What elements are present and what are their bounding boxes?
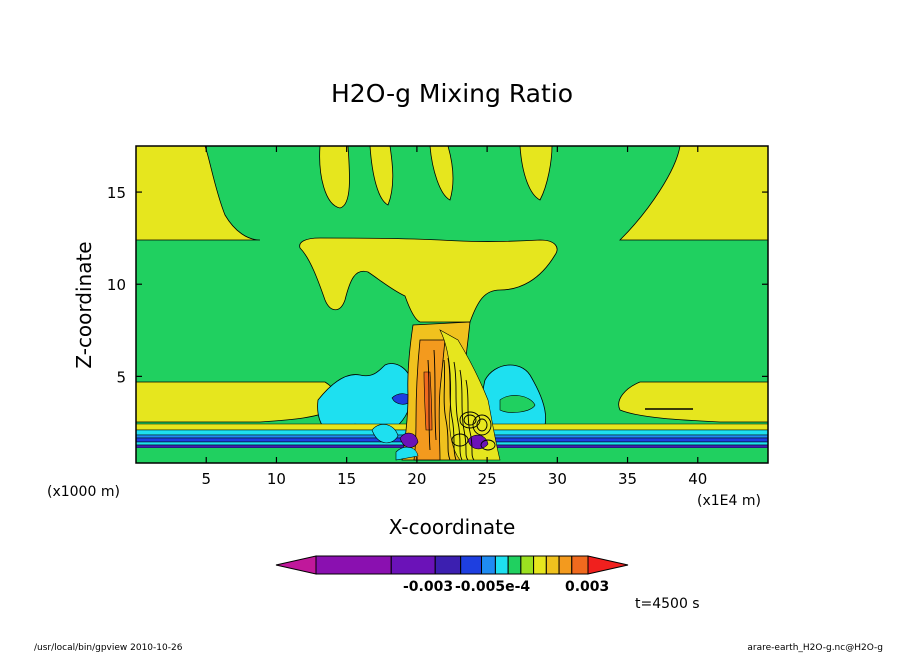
x-unit-note: (x1E4 m) xyxy=(697,493,761,509)
x-tick-label-4: 25 xyxy=(478,470,497,488)
colorbar-label-neg: -0.003 xyxy=(403,579,453,595)
turbulent-cells xyxy=(439,329,501,461)
y-unit-note: (x1000 m) xyxy=(47,484,120,500)
anvil-region xyxy=(299,237,558,323)
colorbar-max-arrow xyxy=(587,555,629,575)
chart-title: H2O-g Mixing Ratio xyxy=(331,79,573,108)
x-tick-label-5: 30 xyxy=(548,470,567,488)
footer-right: arare-earth_H2O-g.nc@H2O-g xyxy=(747,643,883,653)
colorbar-segment-3 xyxy=(460,555,483,575)
colorbar-segment-8 xyxy=(533,555,547,575)
x-tick-label-3: 20 xyxy=(407,470,426,488)
colorbar-segment-1 xyxy=(390,555,436,575)
lower-left-band xyxy=(136,381,338,423)
y-tick-label-2: 15 xyxy=(107,184,126,202)
colorbar-segment-0 xyxy=(315,555,392,575)
y-axis-title: Z-coordinate xyxy=(72,241,96,368)
x-tick-label-2: 15 xyxy=(337,470,356,488)
footer-left: /usr/local/bin/gpview 2010-10-26 xyxy=(34,643,183,653)
colorbar-segment-9 xyxy=(545,555,560,575)
colorbar-segment-4 xyxy=(481,555,496,575)
colorbar-segment-7 xyxy=(520,555,535,575)
colorbar xyxy=(275,555,629,575)
colorbar-label-mid: -0.005e-4 xyxy=(455,579,530,595)
x-tick-label-7: 40 xyxy=(688,470,707,488)
colorbar-min-arrow xyxy=(275,555,317,575)
colorbar-segment-2 xyxy=(434,555,462,575)
colorbar-segment-6 xyxy=(507,555,522,575)
time-label: t=4500 s xyxy=(635,596,700,612)
colorbar-segment-11 xyxy=(571,555,589,575)
colorbar-label-pos: 0.003 xyxy=(565,579,609,595)
x-axis: 5 10 15 20 25 30 35 40 xyxy=(201,146,707,488)
dense-contour-lines xyxy=(427,349,693,461)
colorbar-segment-10 xyxy=(558,555,573,575)
x-tick-label-0: 5 xyxy=(201,470,211,488)
y-tick-label-0: 5 xyxy=(116,368,126,386)
x-axis-title: X-coordinate xyxy=(389,515,516,539)
lower-right-band xyxy=(618,381,768,423)
plot-frame xyxy=(135,145,769,464)
upper-left-moist-region xyxy=(136,146,261,241)
y-tick-label-1: 10 xyxy=(107,276,126,294)
cyan-low-cells xyxy=(371,424,419,461)
right-green-pocket xyxy=(499,395,536,413)
x-tick-label-6: 35 xyxy=(618,470,637,488)
upper-right-moist-region xyxy=(619,146,768,241)
colorbar-segment-5 xyxy=(494,555,509,575)
contour-field xyxy=(136,146,768,463)
core-red-streak xyxy=(423,371,433,431)
y-axis: 5 10 15 xyxy=(107,184,768,386)
x-tick-label-1: 10 xyxy=(267,470,286,488)
upper-plume-fingers xyxy=(319,146,553,209)
